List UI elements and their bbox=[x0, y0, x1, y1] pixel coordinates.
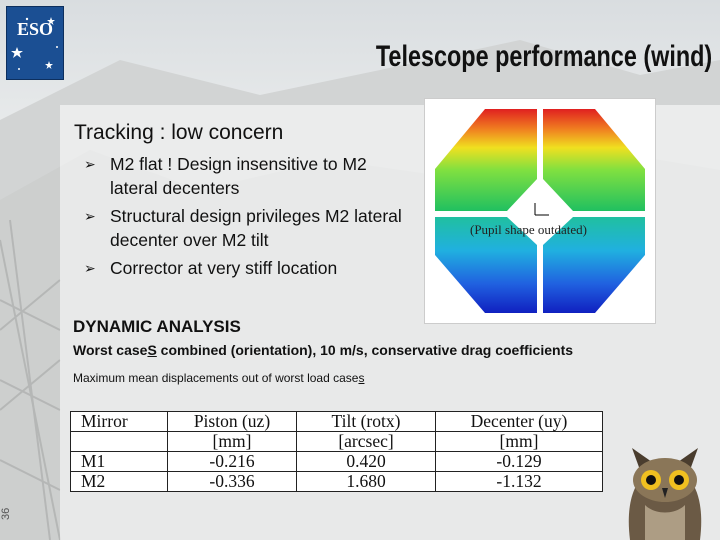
displacement-table: Mirror Piston (uz) Tilt (rotx) Decenter … bbox=[70, 411, 603, 492]
bullet-list: ➢ M2 flat ! Design insensitive to M2 late… bbox=[84, 152, 404, 284]
table-unit-cell bbox=[70, 431, 168, 452]
figure-caption: (Pupil shape outdated) bbox=[470, 222, 587, 237]
table-unit-cell: [mm] bbox=[435, 431, 603, 452]
slide-title: Telescope performance (wind) bbox=[375, 40, 712, 73]
table-units-row: [mm] [arcsec] [mm] bbox=[70, 431, 603, 452]
table-cell: -1.132 bbox=[435, 471, 603, 492]
table-cell: M2 bbox=[70, 471, 168, 492]
bullet-item: ➢ Structural design privileges M2 lateral… bbox=[84, 204, 404, 252]
table-cell: -0.129 bbox=[435, 451, 603, 472]
max-disp-prefix: Maximum mean displacements out of worst … bbox=[73, 371, 359, 385]
table-cell: -0.216 bbox=[167, 451, 297, 472]
bullet-text: M2 flat ! Design insensitive to M2 later… bbox=[110, 154, 367, 198]
worst-case-underlined: S bbox=[147, 342, 157, 358]
bullet-text: Structural design privileges M2 lateral … bbox=[110, 206, 402, 250]
max-displacement-text: Maximum mean displacements out of worst … bbox=[73, 371, 364, 385]
arrow-bullet-icon: ➢ bbox=[84, 260, 96, 276]
table-header-cell: Tilt (rotx) bbox=[296, 411, 436, 432]
bullet-item: ➢ M2 flat ! Design insensitive to M2 late… bbox=[84, 152, 404, 200]
bullet-item: ➢ Corrector at very stiff location bbox=[84, 256, 404, 280]
max-disp-underlined: s bbox=[358, 371, 365, 385]
table-cell: 1.680 bbox=[296, 471, 436, 492]
table-cell: -0.336 bbox=[167, 471, 297, 492]
worst-case-text: Worst caseS combined (orientation), 10 m… bbox=[73, 342, 573, 358]
dynamic-analysis-heading: DYNAMIC ANALYSIS bbox=[73, 317, 241, 336]
table-row: M1 -0.216 0.420 -0.129 bbox=[70, 451, 603, 472]
arrow-bullet-icon: ➢ bbox=[84, 156, 96, 172]
owl-image bbox=[628, 448, 702, 540]
section-heading: Tracking : low concern bbox=[74, 121, 284, 144]
table-cell: 0.420 bbox=[296, 451, 436, 472]
table-unit-cell: [arcsec] bbox=[296, 431, 436, 452]
table-header-row: Mirror Piston (uz) Tilt (rotx) Decenter … bbox=[70, 411, 603, 432]
table-unit-cell: [mm] bbox=[167, 431, 297, 452]
table-row: M2 -0.336 1.680 -1.132 bbox=[70, 471, 603, 492]
pupil-displacement-figure bbox=[424, 98, 656, 324]
arrow-bullet-icon: ➢ bbox=[84, 208, 96, 224]
eso-logo: ESO bbox=[6, 6, 64, 80]
worst-case-prefix: Worst case bbox=[73, 342, 148, 358]
table-header-cell: Mirror bbox=[70, 411, 168, 432]
page-number: 36 bbox=[0, 507, 12, 520]
worst-case-suffix: combined (orientation), 10 m/s, conserva… bbox=[156, 342, 574, 358]
table-cell: M1 bbox=[70, 451, 168, 472]
table-header-cell: Decenter (uy) bbox=[435, 411, 603, 432]
bullet-text: Corrector at very stiff location bbox=[110, 258, 338, 278]
svg-text:ESO: ESO bbox=[17, 19, 53, 39]
table-header-cell: Piston (uz) bbox=[167, 411, 297, 432]
